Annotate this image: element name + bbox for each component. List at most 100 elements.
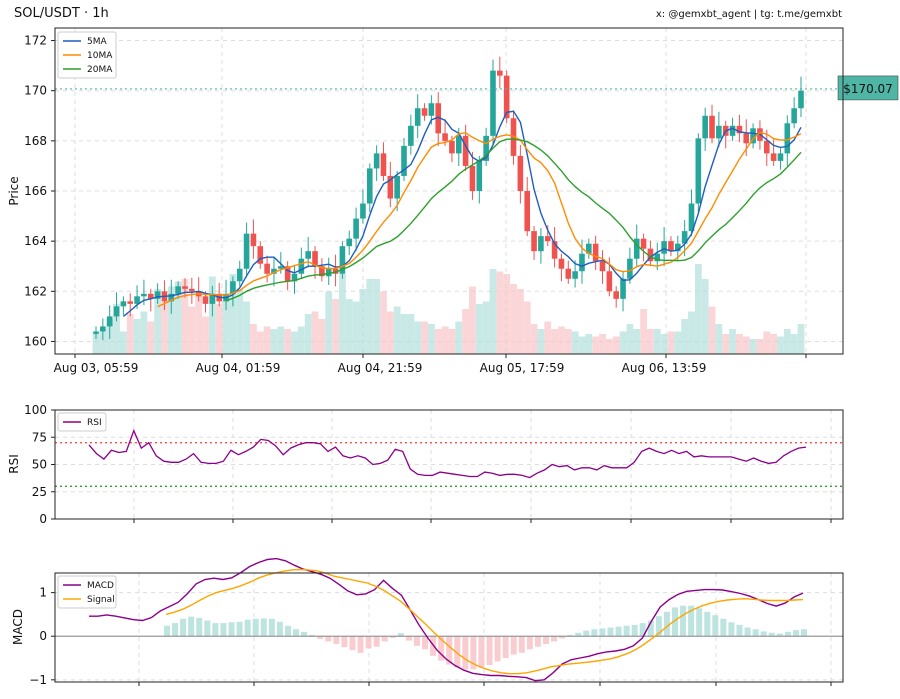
macd-line [89, 557, 804, 682]
candle-body [654, 253, 661, 262]
price-ytick-label: 162 [24, 284, 47, 298]
current-price-tag [837, 75, 899, 101]
candle-body [298, 258, 305, 274]
macd-histogram-bar [244, 619, 251, 637]
candle-body [120, 301, 127, 307]
volume-bar [756, 339, 764, 354]
macd-histogram-bar [357, 636, 364, 653]
macd-histogram-bar [309, 634, 316, 637]
volume-bar [161, 301, 168, 354]
macd-histogram-bar [776, 633, 783, 637]
volume-bar [339, 274, 346, 354]
candle-body [517, 155, 524, 191]
candle-body [702, 115, 708, 139]
candle-body [182, 286, 188, 289]
macd-histogram-bar [284, 625, 291, 637]
candle-body [127, 301, 134, 304]
candle-body [230, 281, 236, 294]
macd-histogram-bar [365, 636, 372, 649]
candle-body [798, 90, 804, 109]
volume-bar [373, 279, 381, 354]
volume-bar [544, 321, 552, 354]
volume-bar [434, 329, 442, 354]
macd-histogram-bar [405, 636, 412, 641]
candle-body [544, 236, 551, 242]
volume-bar [797, 324, 805, 354]
macd-histogram-bar [696, 608, 703, 637]
rsi-line [88, 428, 807, 479]
volume-bar [592, 336, 600, 354]
macd-ytick-label: 1 [39, 586, 47, 600]
volume-bar [585, 334, 593, 354]
candle-body [490, 70, 496, 136]
volume-bar [729, 329, 736, 354]
candle-body [319, 266, 325, 277]
candle-body [278, 266, 284, 269]
volume-bar [92, 334, 100, 354]
volume-bar [777, 336, 784, 354]
candle-body [674, 243, 681, 252]
candle-body [257, 246, 264, 264]
macd-histogram-bar [381, 636, 388, 642]
volume-bar [318, 319, 326, 354]
candle-body [599, 261, 606, 272]
macd-histogram-bar [446, 636, 453, 665]
candle-body [189, 288, 195, 292]
volume-bar [667, 331, 675, 354]
macd-histogram-bar [647, 620, 654, 637]
volume-bar [414, 321, 422, 354]
candle-body [175, 286, 181, 294]
macd-histogram-bar [494, 636, 501, 662]
macd-histogram-bar [607, 627, 614, 637]
volume-bar [222, 294, 230, 354]
candle-body [339, 246, 346, 274]
ma20-line [225, 138, 802, 302]
legend-label: RSI [87, 418, 102, 428]
macd-histogram-bar [768, 632, 775, 637]
macd-histogram-bar [551, 636, 558, 642]
legend-label: 5MA [87, 37, 107, 47]
macd-histogram-bar [575, 632, 582, 637]
volume-bar [647, 329, 654, 354]
volume-bar [701, 279, 709, 354]
candle-body [421, 108, 428, 116]
volume-bar [694, 264, 702, 354]
volume-bar [715, 324, 723, 354]
candle-body [538, 236, 544, 252]
macd-histogram-bar [567, 634, 574, 637]
volume-bar [380, 291, 387, 354]
volume-bar [291, 331, 298, 354]
macd-histogram-bar [478, 636, 485, 669]
candle-body [387, 175, 394, 199]
price-panel-frame [54, 27, 844, 355]
candle-body [633, 238, 640, 259]
volume-bar [749, 339, 757, 354]
candle-body [688, 203, 695, 232]
volume-bar [605, 339, 613, 354]
price-xtick-label: Aug 04, 21:59 [338, 361, 423, 375]
volume-bar [633, 329, 641, 354]
candle-body [380, 153, 387, 176]
macd-histogram-bar [760, 631, 767, 637]
macd-histogram-bar [212, 623, 219, 637]
candle-body [791, 108, 797, 124]
candle-body [627, 258, 633, 279]
volume-bar [489, 269, 497, 354]
candle-body [763, 140, 770, 154]
legend-label: Signal [87, 595, 115, 605]
macd-histogram-bar [389, 636, 396, 638]
candle-body [524, 191, 531, 232]
candle-body [709, 115, 715, 139]
candle-body [784, 123, 791, 154]
candle-body [284, 266, 291, 282]
volume-bar [393, 306, 401, 354]
volume-bar [735, 334, 743, 354]
macd-histogram-bar [792, 630, 799, 637]
candle-body [469, 165, 476, 191]
macd-histogram-bar [744, 627, 751, 637]
candle-body [777, 153, 784, 161]
rsi-ytick-label: 0 [39, 512, 47, 526]
macd-histogram-bar [454, 636, 461, 668]
candle-body [360, 203, 366, 219]
